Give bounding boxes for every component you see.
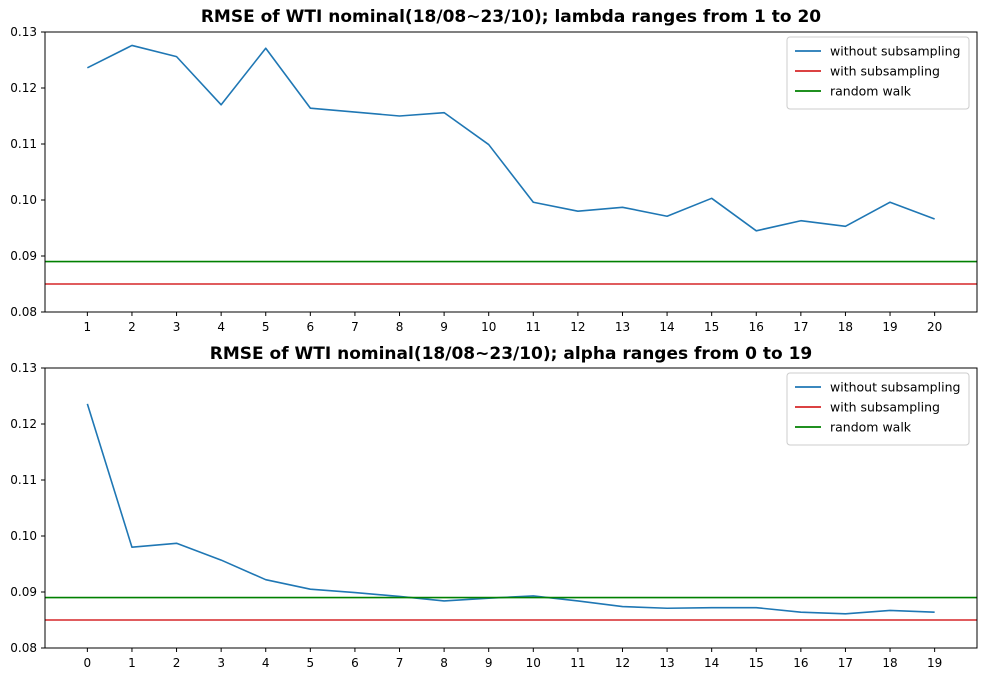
x-tick-label: 13 bbox=[615, 320, 630, 334]
x-tick-label: 4 bbox=[217, 320, 225, 334]
chart-title: RMSE of WTI nominal(18/08~23/10); lambda… bbox=[201, 7, 821, 27]
legend-label: without subsampling bbox=[830, 44, 960, 59]
axes-frame bbox=[44, 367, 978, 649]
legend-label: random walk bbox=[830, 420, 912, 435]
legend-label: random walk bbox=[830, 84, 912, 99]
y-tick-label: 0.10 bbox=[10, 193, 37, 207]
y-tick-label: 0.11 bbox=[10, 137, 37, 151]
x-tick-label: 6 bbox=[307, 320, 315, 334]
x-tick-label: 9 bbox=[485, 656, 493, 670]
y-tick-label: 0.13 bbox=[10, 25, 37, 39]
x-tick-label: 15 bbox=[749, 656, 764, 670]
x-tick-label: 11 bbox=[570, 656, 585, 670]
y-tick-label: 0.12 bbox=[10, 417, 37, 431]
chart-title: RMSE of WTI nominal(18/08~23/10); alpha … bbox=[210, 344, 813, 364]
x-tick-label: 3 bbox=[217, 656, 225, 670]
x-tick-label: 10 bbox=[526, 656, 541, 670]
x-tick-label: 7 bbox=[396, 656, 404, 670]
y-tick-label: 0.08 bbox=[10, 305, 37, 319]
x-tick-label: 2 bbox=[128, 320, 136, 334]
x-tick-label: 17 bbox=[838, 656, 853, 670]
x-tick-label: 4 bbox=[262, 656, 270, 670]
x-tick-label: 16 bbox=[749, 320, 764, 334]
x-tick-label: 11 bbox=[526, 320, 541, 334]
y-tick-label: 0.13 bbox=[10, 361, 37, 375]
x-tick-label: 20 bbox=[927, 320, 942, 334]
x-tick-label: 1 bbox=[128, 656, 136, 670]
chart-panel-1: RMSE of WTI nominal(18/08~23/10); lambda… bbox=[10, 7, 978, 334]
x-tick-label: 0 bbox=[84, 656, 92, 670]
x-tick-label: 2 bbox=[173, 656, 181, 670]
legend-label: with subsampling bbox=[830, 64, 940, 79]
legend: without subsampling with subsampling rando… bbox=[786, 372, 970, 446]
y-tick-label: 0.12 bbox=[10, 81, 37, 95]
x-tick-label: 18 bbox=[882, 656, 897, 670]
y-tick-label: 0.09 bbox=[10, 585, 37, 599]
legend-label: without subsampling bbox=[830, 380, 960, 395]
x-tick-label: 12 bbox=[570, 320, 585, 334]
chart-panel-2: RMSE of WTI nominal(18/08~23/10); alpha … bbox=[10, 344, 978, 670]
axes-frame bbox=[44, 31, 978, 313]
x-tick-label: 17 bbox=[793, 320, 808, 334]
x-tick-label: 9 bbox=[440, 320, 448, 334]
x-tick-label: 16 bbox=[793, 656, 808, 670]
x-tick-label: 6 bbox=[351, 656, 359, 670]
legend-box bbox=[786, 372, 970, 446]
x-tick-label: 5 bbox=[262, 320, 270, 334]
x-tick-label: 19 bbox=[927, 656, 942, 670]
x-tick-label: 5 bbox=[307, 656, 315, 670]
legend: without subsampling with subsampling rando… bbox=[786, 36, 970, 110]
legend-label: with subsampling bbox=[830, 400, 940, 415]
x-tick-label: 18 bbox=[838, 320, 853, 334]
x-tick-label: 3 bbox=[173, 320, 181, 334]
x-tick-label: 14 bbox=[704, 656, 719, 670]
y-tick-label: 0.08 bbox=[10, 641, 37, 655]
y-tick-label: 0.09 bbox=[10, 249, 37, 263]
x-tick-label: 8 bbox=[440, 656, 448, 670]
x-tick-label: 1 bbox=[84, 320, 92, 334]
series-line-without-subsampling bbox=[87, 44, 935, 232]
legend-box bbox=[786, 36, 970, 110]
y-tick-label: 0.11 bbox=[10, 473, 37, 487]
x-tick-label: 7 bbox=[351, 320, 359, 334]
x-tick-label: 12 bbox=[615, 656, 630, 670]
x-tick-label: 13 bbox=[659, 656, 674, 670]
x-tick-label: 14 bbox=[659, 320, 674, 334]
x-tick-label: 15 bbox=[704, 320, 719, 334]
x-tick-label: 8 bbox=[396, 320, 404, 334]
x-tick-label: 19 bbox=[882, 320, 897, 334]
y-tick-label: 0.10 bbox=[10, 529, 37, 543]
x-tick-label: 10 bbox=[481, 320, 496, 334]
